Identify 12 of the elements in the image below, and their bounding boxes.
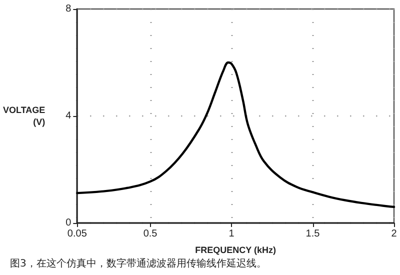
x-tick-label: 0.05	[67, 228, 88, 240]
y-tick-label: 4	[66, 110, 72, 122]
line-series	[76, 61, 396, 208]
x-axis-title: FREQUENCY (kHz)	[195, 244, 276, 255]
caption: 图3，在这个仿真中，数字带通滤波器用传输线作延迟线。	[10, 258, 266, 270]
y-axis-title: VOLTAGE (V)	[2, 105, 46, 127]
y-tick-label: 8	[66, 4, 72, 14]
x-tick-label: 1	[228, 228, 235, 240]
x-tick-label: 1.5	[306, 228, 320, 240]
x-tick-label: 2	[391, 228, 398, 240]
y-tick-label: 0	[66, 218, 72, 228]
x-tick-label: 0.5	[143, 228, 158, 240]
